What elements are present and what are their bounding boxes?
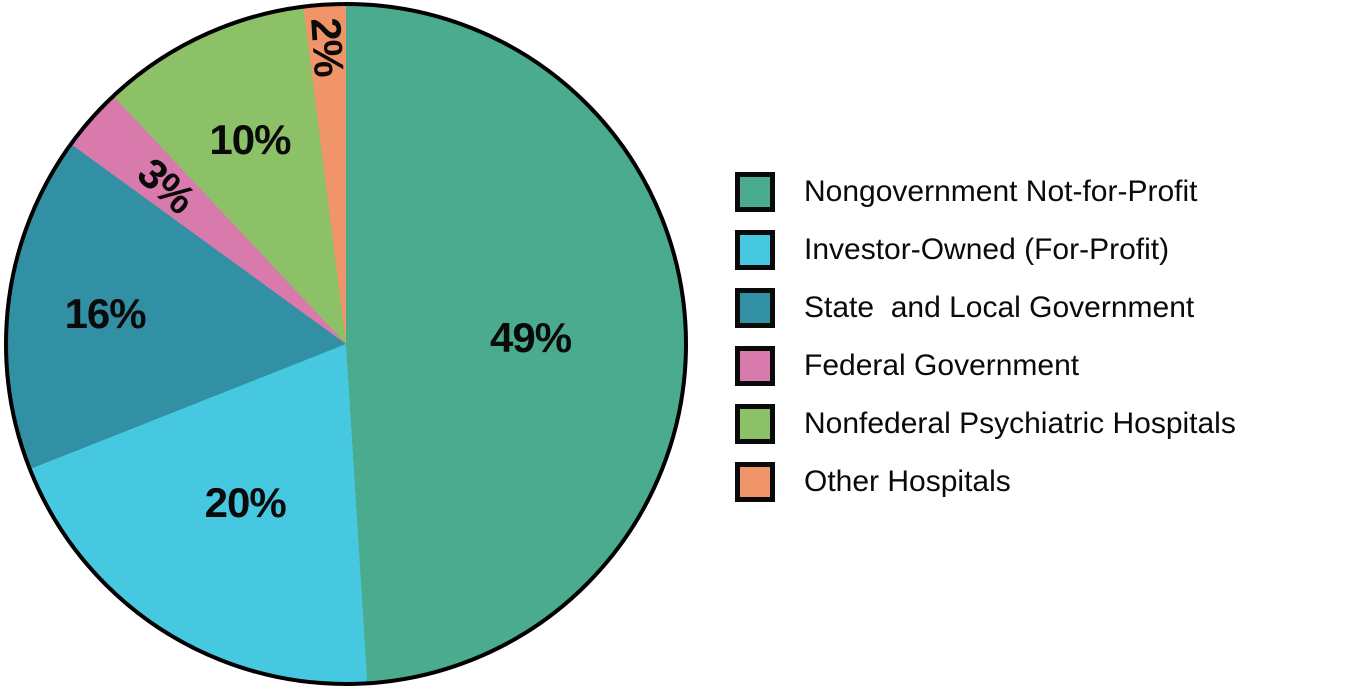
legend-item: Nongovernment Not-for-Profit bbox=[735, 172, 1236, 212]
legend-item: Federal Government bbox=[735, 346, 1236, 386]
pie-chart: 49% 20% 16% 3% 10% 2% bbox=[4, 2, 688, 686]
legend-item: Nonfederal Psychiatric Hospitals bbox=[735, 404, 1236, 444]
legend-swatch-psychiatric bbox=[735, 404, 775, 444]
legend-label: Nongovernment Not-for-Profit bbox=[804, 175, 1198, 208]
legend-item: Investor-Owned (For-Profit) bbox=[735, 230, 1236, 270]
slice-label-state-local: 16% bbox=[64, 289, 147, 337]
legend-swatch-other bbox=[735, 462, 775, 502]
legend-swatch-federal bbox=[735, 346, 775, 386]
pie-circle bbox=[4, 2, 688, 686]
slice-label-psychiatric: 10% bbox=[209, 115, 291, 163]
legend-label: Other Hospitals bbox=[804, 465, 1011, 498]
legend-label: Investor-Owned (For-Profit) bbox=[804, 233, 1170, 266]
slice-label-investor-owned: 20% bbox=[204, 478, 287, 526]
legend-swatch-state-local bbox=[735, 288, 775, 328]
legend-label: State and Local Government bbox=[804, 291, 1195, 324]
legend-item: Other Hospitals bbox=[735, 462, 1236, 502]
slice-label-other: 2% bbox=[302, 16, 354, 78]
legend: Nongovernment Not-for-Profit Investor-Ow… bbox=[735, 172, 1236, 520]
legend-swatch-investor-owned bbox=[735, 230, 775, 270]
legend-label: Federal Government bbox=[804, 349, 1080, 382]
legend-label: Nonfederal Psychiatric Hospitals bbox=[804, 407, 1236, 440]
slice-label-nongovernment: 49% bbox=[490, 314, 572, 362]
legend-swatch-nongovernment bbox=[735, 172, 775, 212]
legend-item: State and Local Government bbox=[735, 288, 1236, 328]
